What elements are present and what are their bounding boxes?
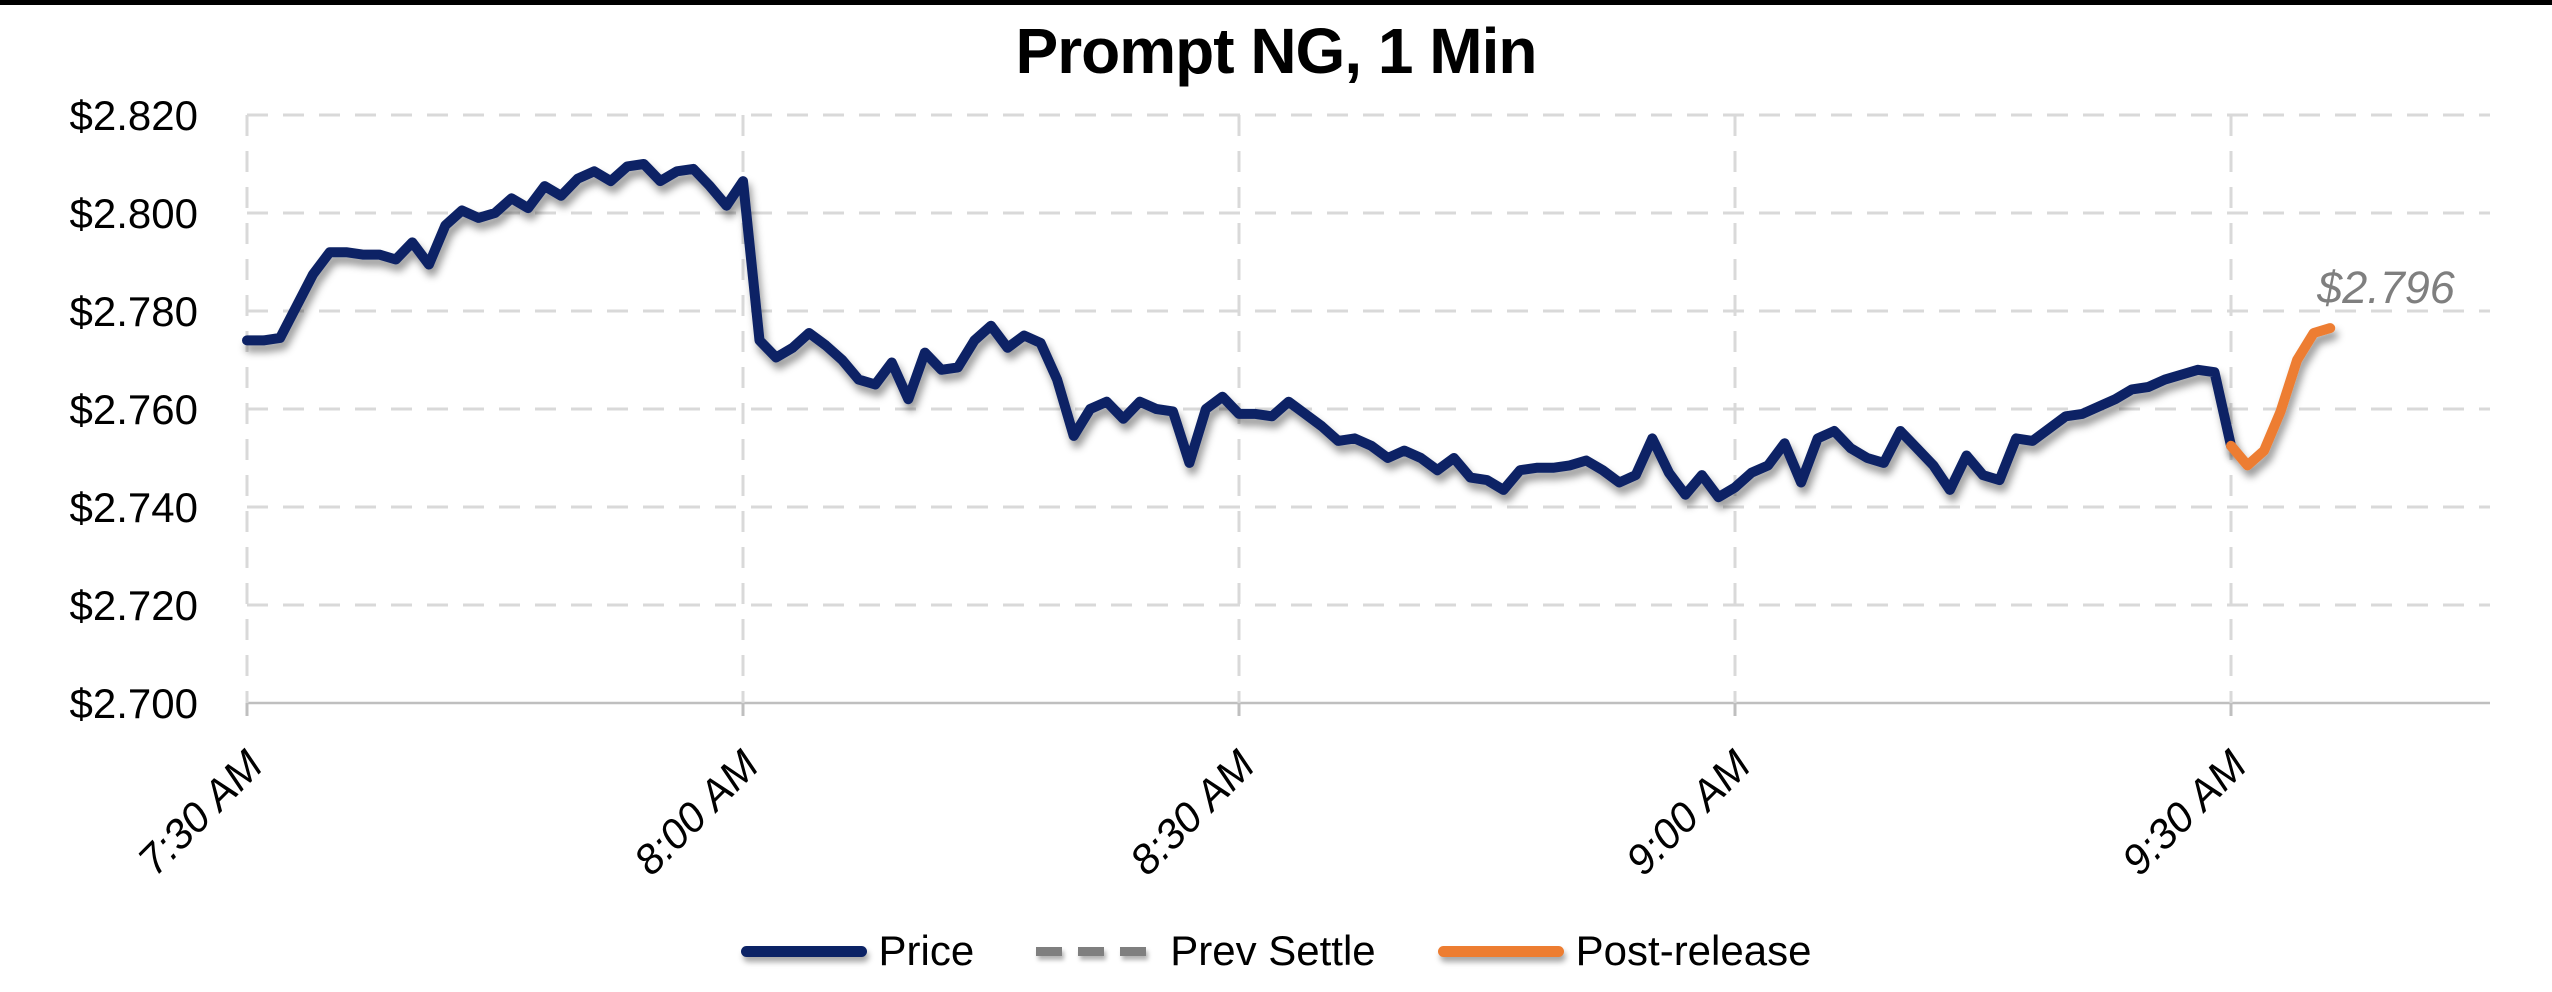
legend-label: Prev Settle (1170, 927, 1376, 974)
legend: Price Prev Settle Post-release (0, 918, 2552, 984)
y-axis-label: $2.820 (70, 92, 198, 139)
x-axis-label: 9:00 AM (1617, 741, 1760, 884)
legend-swatch-prev-settle (1036, 946, 1159, 956)
legend-item-post-release: Post-release (1437, 927, 1812, 974)
y-axis-label: $2.760 (70, 386, 198, 433)
y-axis-label: $2.740 (70, 484, 198, 531)
legend-item-prev-settle: Prev Settle (1036, 927, 1376, 974)
y-axis-label: $2.780 (70, 288, 198, 335)
x-axis-label: 8:30 AM (1121, 741, 1264, 884)
x-axis-label: 9:30 AM (2113, 741, 2256, 884)
top-border (0, 0, 2552, 5)
legend-label: Price (878, 927, 975, 974)
post-release-line (2226, 323, 2336, 471)
x-axis-label: 8:00 AM (625, 741, 768, 884)
y-axis-label: $2.800 (70, 190, 198, 237)
chart-title: Prompt NG, 1 Min (1015, 15, 1538, 87)
prev-settle-annotation: $2.796 (2317, 262, 2455, 313)
y-axis-label: $2.700 (70, 680, 198, 727)
legend-item-price: Price (740, 927, 975, 974)
legend-swatch-price (740, 945, 867, 957)
legend-label: Post-release (1575, 927, 1812, 974)
x-axis-label: 7:30 AM (129, 741, 272, 884)
legend-swatch-post-release (1437, 945, 1564, 957)
y-axis-label: $2.720 (70, 582, 198, 629)
price-line (242, 159, 2236, 503)
